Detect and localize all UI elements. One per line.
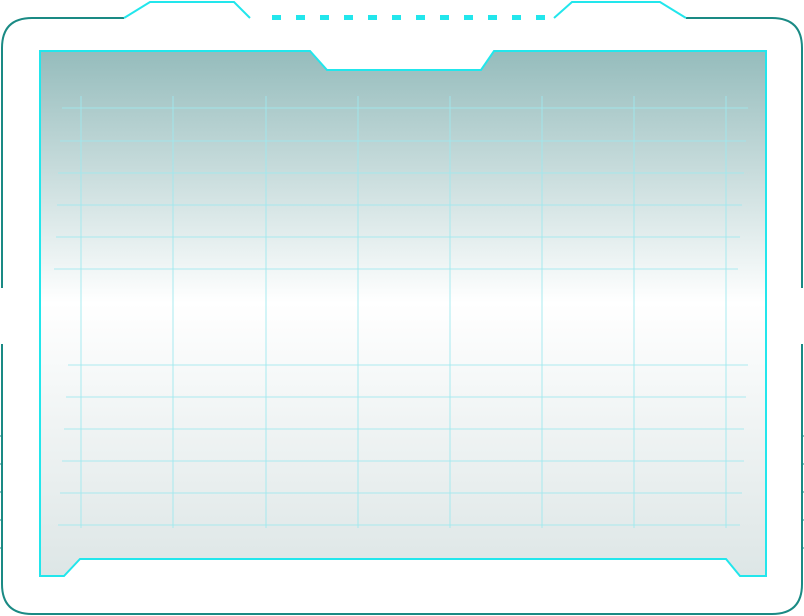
- dash-segment: [344, 15, 353, 20]
- dash-segment: [512, 15, 521, 20]
- top-left-tab: [123, 1, 251, 19]
- dash-segment: [536, 15, 545, 20]
- top-right-tab: [553, 1, 687, 19]
- dash-segment: [488, 15, 497, 20]
- dash-segment: [416, 15, 425, 20]
- dash-segment: [392, 15, 401, 20]
- inner-panel: [39, 50, 767, 577]
- outer-border-bottom: [1, 344, 803, 615]
- dash-segment: [296, 15, 305, 20]
- outer-border-top: [1, 17, 803, 288]
- panel-grid: [54, 96, 748, 528]
- dash-segment: [320, 15, 329, 20]
- dash-segment: [368, 15, 377, 20]
- dash-segment: [440, 15, 449, 20]
- top-dashed-line: [272, 15, 545, 20]
- dash-segment: [464, 15, 473, 20]
- dash-segment: [272, 15, 281, 20]
